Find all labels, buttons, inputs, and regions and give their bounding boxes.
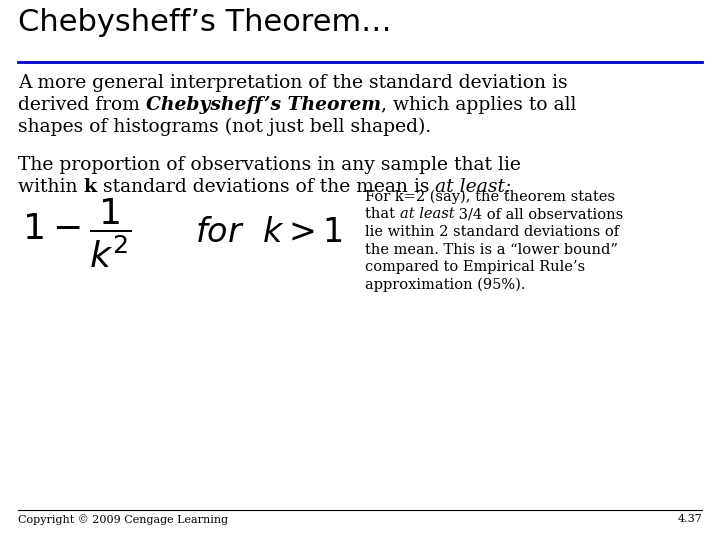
Text: within: within	[18, 178, 84, 196]
Text: 3/4 of all observations: 3/4 of all observations	[454, 207, 624, 221]
Text: A more general interpretation of the standard deviation is: A more general interpretation of the sta…	[18, 74, 567, 92]
Text: derived from: derived from	[18, 96, 146, 114]
Text: shapes of histograms (not just bell shaped).: shapes of histograms (not just bell shap…	[18, 118, 431, 136]
Text: at least: at least	[400, 207, 454, 221]
Text: that: that	[365, 207, 400, 221]
Text: $\mathit{for}\ \ k > 1$: $\mathit{for}\ \ k > 1$	[195, 217, 343, 249]
Text: Copyright © 2009 Cengage Learning: Copyright © 2009 Cengage Learning	[18, 514, 228, 525]
Text: standard deviations of the mean is: standard deviations of the mean is	[96, 178, 435, 196]
Text: derived from: derived from	[18, 96, 146, 114]
Text: , which applies to all: , which applies to all	[381, 96, 577, 114]
Text: approximation (95%).: approximation (95%).	[365, 278, 526, 292]
Text: that: that	[365, 207, 400, 221]
Text: k: k	[84, 178, 96, 196]
Text: The proportion of observations in any sample that lie: The proportion of observations in any sa…	[18, 156, 521, 174]
Text: $1 - \dfrac{1}{k^2}$: $1 - \dfrac{1}{k^2}$	[22, 196, 132, 270]
Text: the mean. This is a “lower bound”: the mean. This is a “lower bound”	[365, 242, 618, 256]
Text: Chebysheff’s Theorem: Chebysheff’s Theorem	[146, 96, 381, 114]
Text: Chebysheff’s Theorem…: Chebysheff’s Theorem…	[18, 8, 392, 37]
Text: within: within	[18, 178, 84, 196]
Text: 4.37: 4.37	[678, 514, 702, 524]
Text: For k=2 (say), the theorem states: For k=2 (say), the theorem states	[365, 190, 615, 205]
Text: at least:: at least:	[435, 178, 511, 196]
Text: compared to Empirical Rule’s: compared to Empirical Rule’s	[365, 260, 585, 274]
Text: lie within 2 standard deviations of: lie within 2 standard deviations of	[365, 225, 619, 239]
